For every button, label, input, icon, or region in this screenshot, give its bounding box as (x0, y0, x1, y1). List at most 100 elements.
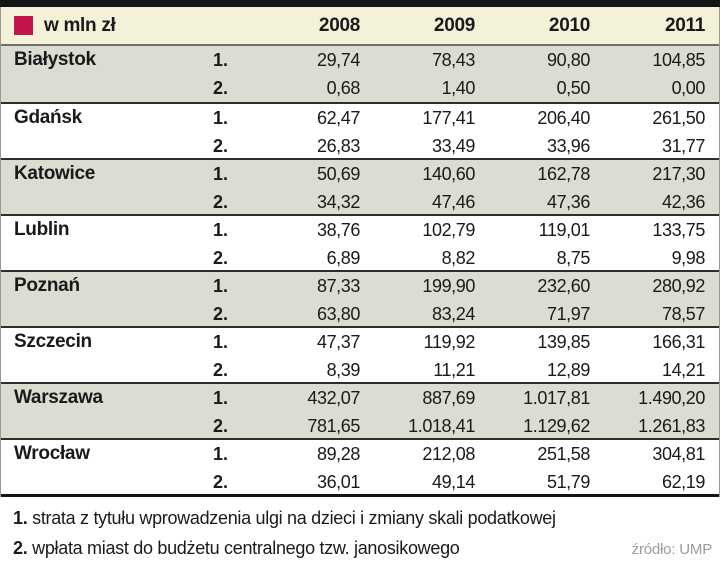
value-cell: 1.261,83 (638, 415, 705, 436)
row-number-label: 1. (213, 387, 229, 408)
value-cell: 8,39 (326, 359, 361, 380)
value-cell: 47,36 (546, 191, 590, 212)
value-cell: 6,89 (326, 247, 361, 268)
value-cell: 1.129,62 (523, 415, 590, 436)
data-table: w mln zł 2008 2009 2010 2011 Białystok 1.… (0, 7, 720, 497)
table-row: 2. 6,89 8,82 8,75 9,98 (1, 244, 719, 272)
unit-label: w mln zł (44, 14, 116, 36)
table-header-row: w mln zł 2008 2009 2010 2011 (1, 7, 719, 44)
value-cell: 42,36 (661, 191, 705, 212)
value-cell: 34,32 (316, 191, 360, 212)
table-row: Wrocław 1. 89,28 212,08 251,58 304,81 (1, 440, 719, 468)
table-row: Szczecin 1. 47,37 119,92 139,85 166,31 (1, 328, 719, 356)
table-row: Katowice 1. 50,69 140,60 162,78 217,30 (1, 160, 719, 188)
value-cell: 206,40 (537, 107, 590, 128)
value-cell: 31,77 (661, 135, 705, 156)
value-cell: 0,00 (671, 77, 706, 98)
value-cell: 139,85 (537, 331, 590, 352)
footnote-2-text: wpłata miast do budżetu centralnego tzw.… (32, 538, 460, 558)
bottom-rule (1, 494, 719, 497)
city-group: Katowice 1. 50,69 140,60 162,78 217,30 2. 34,32… (1, 158, 719, 214)
value-cell: 887,69 (422, 387, 475, 408)
value-cell: 251,58 (537, 443, 590, 464)
row-number-label: 2. (213, 415, 229, 436)
year-header-2009: 2009 (433, 14, 475, 36)
value-cell: 11,21 (433, 359, 475, 380)
value-cell: 1.017,81 (523, 387, 590, 408)
value-cell: 87,33 (316, 275, 360, 296)
footnote-1-label: 1. (13, 508, 28, 528)
table-row: Gdańsk 1. 62,47 177,41 206,40 261,50 (1, 104, 719, 132)
value-cell: 1.018,41 (408, 415, 475, 436)
city-name-cell: Gdańsk (14, 107, 82, 128)
value-cell: 212,08 (422, 443, 475, 464)
value-cell: 36,01 (316, 471, 360, 492)
city-name-cell: Białystok (14, 49, 96, 70)
value-cell: 133,75 (652, 219, 705, 240)
value-cell: 8,75 (556, 247, 591, 268)
value-cell: 1,40 (441, 77, 476, 98)
table-row: 2. 8,39 11,21 12,89 14,21 (1, 356, 719, 384)
city-name-cell: Wrocław (14, 443, 90, 464)
value-cell: 8,82 (441, 247, 476, 268)
unit-header-cell: w mln zł (1, 15, 213, 37)
city-group: Poznań 1. 87,33 199,90 232,60 280,92 2. 63,80 83… (1, 270, 719, 326)
table-row: 2. 36,01 49,14 51,79 62,19 (1, 468, 719, 496)
value-cell: 50,69 (316, 163, 360, 184)
footnote-2: 2. wpłata miast do budżetu centralnego t… (13, 533, 460, 563)
table-row: 2. 781,65 1.018,41 1.129,62 1.261,83 (1, 412, 719, 440)
city-group: Warszawa 1. 432,07 887,69 1.017,81 1.490,20 2.… (1, 382, 719, 438)
table-row: 2. 63,80 83,24 71,97 78,57 (1, 300, 719, 328)
header-divider (1, 44, 719, 46)
value-cell: 0,68 (326, 77, 361, 98)
year-header-2011: 2011 (664, 14, 705, 36)
row-number-label: 2. (213, 191, 229, 212)
footnote-1: 1. strata z tytułu wprowadzenia ulgi na … (13, 503, 720, 533)
row-number-label: 1. (213, 275, 229, 296)
city-name-cell: Warszawa (14, 387, 103, 408)
value-cell: 280,92 (652, 275, 705, 296)
row-number-label: 2. (213, 471, 229, 492)
city-name-cell: Lublin (14, 219, 70, 240)
city-group: Lublin 1. 38,76 102,79 119,01 133,75 2. 6,89 8,8… (1, 214, 719, 270)
city-group: Białystok 1. 29,74 78,43 90,80 104,85 2. 0,68 1,… (1, 46, 719, 102)
table-row: 2. 0,68 1,40 0,50 0,00 (1, 74, 719, 102)
value-cell: 102,79 (422, 219, 475, 240)
row-number-label: 1. (213, 49, 229, 70)
city-name-cell: Katowice (14, 163, 96, 184)
row-number-label: 2. (213, 247, 229, 268)
value-cell: 14,21 (661, 359, 705, 380)
year-header-2008: 2008 (318, 14, 360, 36)
row-number-label: 1. (213, 219, 229, 240)
value-cell: 49,14 (431, 471, 475, 492)
value-cell: 162,78 (537, 163, 590, 184)
row-number-label: 2. (213, 303, 229, 324)
value-cell: 62,19 (661, 471, 705, 492)
table-row: Poznań 1. 87,33 199,90 232,60 280,92 (1, 272, 719, 300)
value-cell: 781,65 (307, 415, 360, 436)
value-cell: 29,74 (316, 49, 360, 70)
value-cell: 432,07 (307, 387, 360, 408)
value-cell: 0,50 (556, 77, 591, 98)
year-header-2010: 2010 (548, 14, 590, 36)
footnote-2-label: 2. (13, 538, 28, 558)
value-cell: 140,60 (422, 163, 475, 184)
top-rule (0, 0, 720, 7)
row-number-label: 2. (213, 359, 229, 380)
value-cell: 217,30 (652, 163, 705, 184)
legend-square-icon (14, 16, 33, 35)
city-name-cell: Szczecin (14, 331, 92, 352)
value-cell: 90,80 (546, 49, 590, 70)
value-cell: 304,81 (652, 443, 705, 464)
row-number-label: 1. (213, 163, 229, 184)
value-cell: 26,83 (316, 135, 360, 156)
value-cell: 119,01 (538, 219, 591, 240)
value-cell: 51,79 (546, 471, 590, 492)
value-cell: 232,60 (537, 275, 590, 296)
value-cell: 83,24 (431, 303, 475, 324)
value-cell: 62,47 (316, 107, 360, 128)
value-cell: 177,41 (422, 107, 475, 128)
value-cell: 63,80 (316, 303, 360, 324)
value-cell: 119,92 (423, 331, 476, 352)
